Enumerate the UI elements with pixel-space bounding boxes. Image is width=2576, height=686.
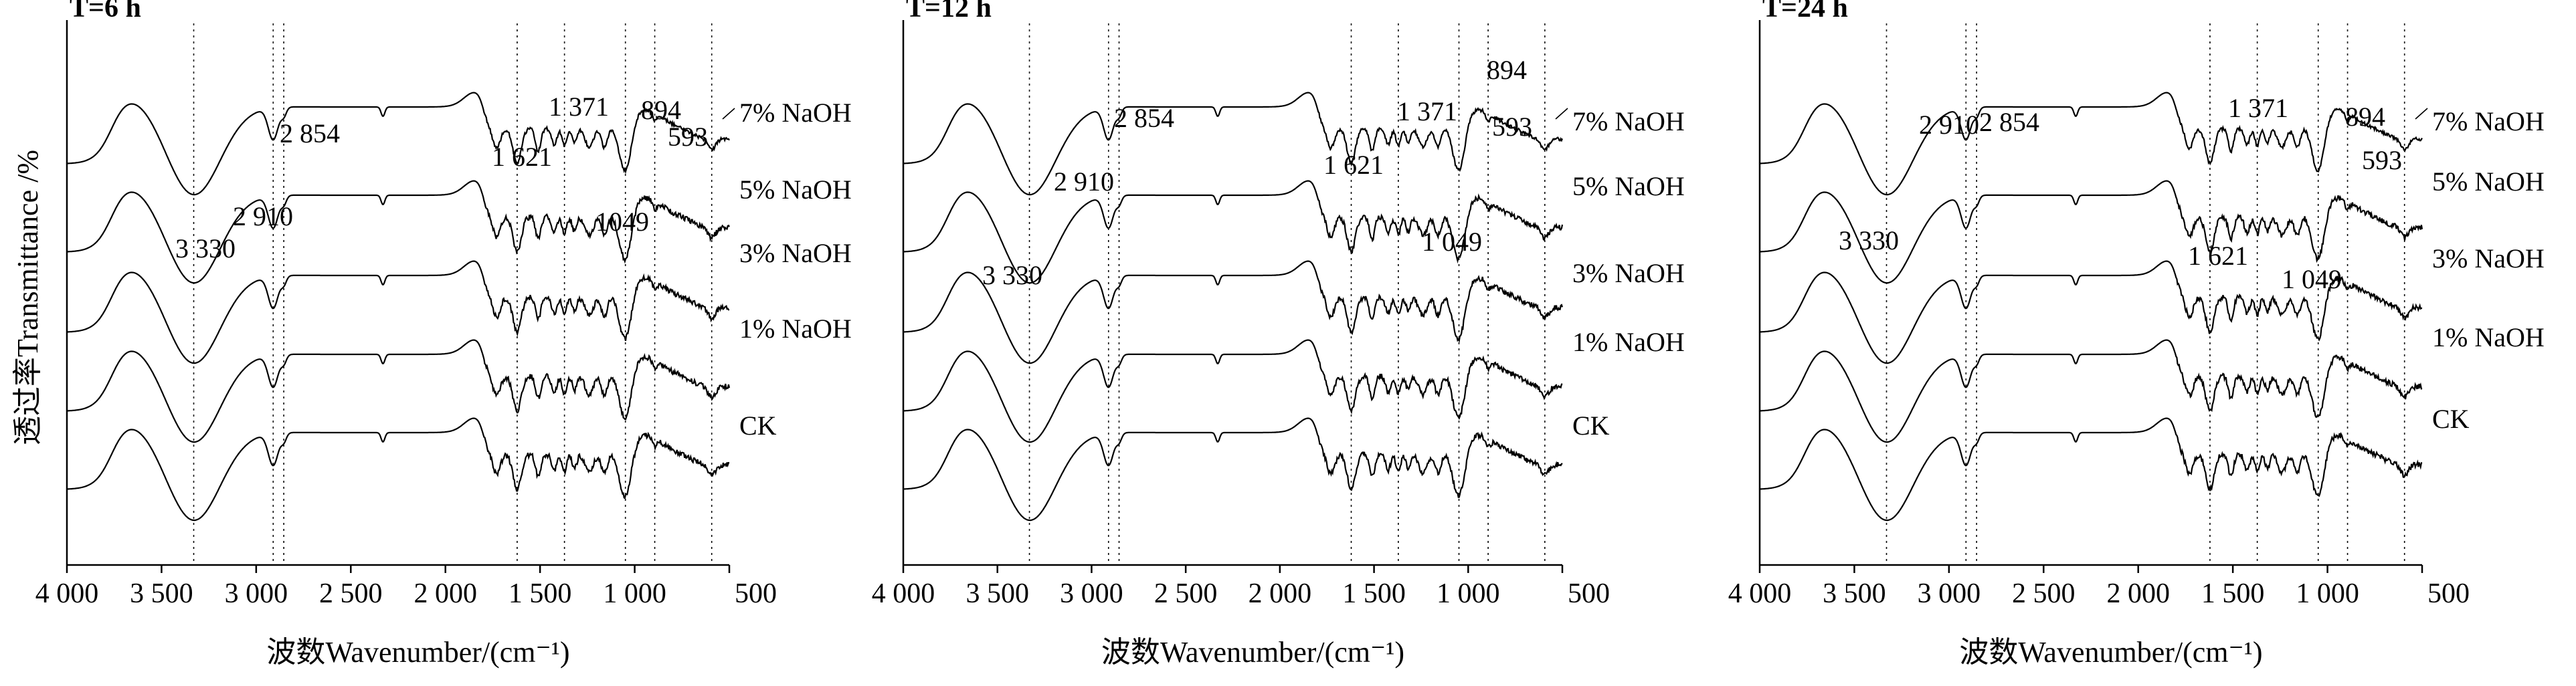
x-tick-label: 500 <box>1568 578 1610 609</box>
spectrum-line <box>1759 339 2423 443</box>
x-tick-label: 1 500 <box>509 578 572 609</box>
x-tick-label: 3 000 <box>225 578 288 609</box>
panel-title: T=24 h <box>1762 0 1848 23</box>
spectrum-line <box>66 339 731 443</box>
series-label: 3% NaOH <box>739 238 852 268</box>
series-label: 7% NaOH <box>739 98 852 128</box>
series-label: 1% NaOH <box>2432 322 2545 352</box>
spectrum-line <box>1759 92 2423 196</box>
peak-label: 2 854 <box>280 118 340 148</box>
series-label: 3% NaOH <box>1572 258 1685 288</box>
spectrum-line <box>903 92 1564 196</box>
x-tick-label: 1 000 <box>603 578 666 609</box>
spectrum-line <box>66 417 730 522</box>
spectrum-line <box>903 417 1563 522</box>
panel-3: 4 000 3 500 3 000 2 500 2 000 1 500 1 000 500 7%… <box>1728 0 2545 669</box>
x-tick-label: 2 000 <box>2106 578 2170 609</box>
spectrum-line <box>903 260 1564 364</box>
x-tick-label: 2 500 <box>2012 578 2076 609</box>
x-tick-label: 1 500 <box>2201 578 2265 609</box>
peak-label: 593 <box>668 122 708 152</box>
x-tick-label: 500 <box>735 578 777 609</box>
peak-label: 894 <box>2345 102 2385 132</box>
spectrum-line <box>66 260 729 364</box>
series-label: 1% NaOH <box>739 314 852 344</box>
peak-label: 2 910 <box>1054 166 1114 197</box>
x-tick-label: 3 000 <box>1060 578 1123 609</box>
x-tick-label: 2 000 <box>413 578 477 609</box>
peak-label: 1049 <box>595 207 649 237</box>
panels: 4 000 3 500 3 000 2 500 2 000 1 500 1 000 500 7%… <box>35 0 2545 669</box>
x-tick-label: 3 000 <box>1918 578 1981 609</box>
x-axis-label: 波数Wavenumber/(cm⁻¹) <box>1959 636 2262 669</box>
peak-label: 1 049 <box>2282 264 2342 294</box>
panel-title: T=12 h <box>906 0 992 23</box>
series-label: 3% NaOH <box>2432 243 2545 273</box>
series-label: CK <box>2432 404 2470 434</box>
x-axis-label: 波数Wavenumber/(cm⁻¹) <box>1101 636 1404 669</box>
peak-label: 2 910 <box>233 201 293 231</box>
series-label: 1% NaOH <box>1572 327 1685 357</box>
x-tick-label: 4 000 <box>872 578 935 609</box>
spectrum-line <box>1759 180 2423 284</box>
spectrum-line <box>66 92 730 196</box>
peak-label: 2 910 <box>1919 110 1979 140</box>
x-tick-label: 2 500 <box>1154 578 1218 609</box>
peak-label: 1 621 <box>2188 241 2248 271</box>
x-axis-label: 波数Wavenumber/(cm⁻¹) <box>266 636 569 669</box>
series-label: CK <box>739 411 777 441</box>
spectrum-line <box>66 180 730 284</box>
peak-label: 2 854 <box>1979 107 2039 137</box>
series-label: 5% NaOH <box>1572 171 1685 201</box>
peak-label: 593 <box>2362 145 2402 175</box>
peak-label: 1 371 <box>2228 93 2288 123</box>
panel-1: 4 000 3 500 3 000 2 500 2 000 1 500 1 000 500 7%… <box>35 0 852 669</box>
peak-label: 593 <box>1492 112 1532 142</box>
peak-label: 3 330 <box>982 260 1042 290</box>
series-label: CK <box>1572 411 1610 441</box>
x-tick-label: 2 000 <box>1249 578 1312 609</box>
x-tick-label: 3 500 <box>1823 578 1886 609</box>
leader-line <box>722 108 735 120</box>
peak-label: 1 371 <box>1397 96 1457 126</box>
y-axis-label: 透过率Transmittance /% <box>11 150 44 445</box>
x-tick-label: 3 500 <box>130 578 193 609</box>
spectrum-line <box>903 180 1564 284</box>
x-tick-label: 4 000 <box>1728 578 1792 609</box>
peak-label: 3 330 <box>1839 225 1899 255</box>
series-label: 5% NaOH <box>2432 166 2545 197</box>
peak-label: 1 049 <box>1422 227 1482 257</box>
x-tick-label: 1 000 <box>1437 578 1500 609</box>
peak-label: 1 371 <box>549 92 609 122</box>
peak-label: 3 330 <box>175 233 236 263</box>
peak-label: 894 <box>641 95 681 125</box>
x-tick-label: 1 000 <box>2296 578 2359 609</box>
series-label: 5% NaOH <box>739 175 852 205</box>
spectrum-line <box>903 339 1563 443</box>
spectrum-line <box>1759 260 2423 364</box>
x-tick-label: 2 500 <box>319 578 383 609</box>
x-tick-label: 1 500 <box>1342 578 1406 609</box>
leader-line <box>2415 108 2428 120</box>
peak-label: 1 621 <box>1323 150 1384 180</box>
spectrum-line <box>1759 417 2423 522</box>
peak-label: 894 <box>1487 55 1527 85</box>
x-tick-label: 3 500 <box>965 578 1029 609</box>
peak-label: 1 621 <box>492 142 552 172</box>
peak-label: 2 854 <box>1114 103 1174 133</box>
leader-line <box>1555 108 1568 120</box>
x-tick-label: 500 <box>2427 578 2470 609</box>
x-tick-label: 4 000 <box>35 578 99 609</box>
series-label: 7% NaOH <box>1572 106 1685 136</box>
panel-title: T=6 h <box>70 0 141 23</box>
panel-2: 4 000 3 500 3 000 2 500 2 000 1 500 1 000 500 7%… <box>872 0 1685 669</box>
series-label: 7% NaOH <box>2432 106 2545 136</box>
